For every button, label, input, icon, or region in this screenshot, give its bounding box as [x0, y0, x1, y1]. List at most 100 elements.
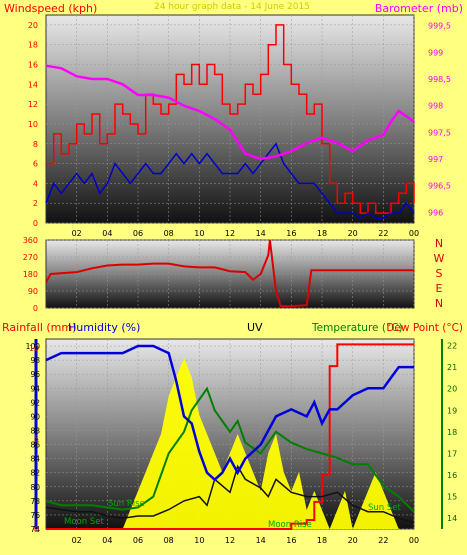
climate-x-tick-label: 14	[256, 536, 266, 545]
sun-set-annotation: Sun Set	[368, 503, 401, 513]
humidity-tick-label: 80	[30, 483, 40, 492]
climate-x-tick-label: 20	[348, 536, 358, 545]
climate-x-tick-label: 06	[133, 536, 143, 545]
temperature-tick-label: 20	[447, 385, 457, 394]
barometer-tick-label: 997	[428, 155, 443, 164]
windspeed-tick-label: 14	[28, 80, 38, 89]
humidity-line	[45, 344, 414, 482]
compass-label: N	[435, 297, 443, 310]
wind-x-tick-label: 20	[348, 229, 358, 238]
humidity-tick-label: 98	[30, 356, 40, 365]
humidity-tick-label: 74	[30, 525, 40, 534]
direction-tick-label: 180	[23, 270, 38, 279]
barometer-tick-label: 996,5	[428, 182, 451, 191]
temperature-tick-label: 14	[447, 514, 457, 523]
windspeed-tick-label: 10	[28, 120, 38, 129]
rainfall-axis-title: Rainfall (mm)	[2, 321, 76, 334]
windspeed-tick-label: 8	[33, 140, 38, 149]
humidity-tick-label: 90	[30, 412, 40, 421]
direction-tick-label: 90	[28, 287, 38, 296]
climate-x-tick-label: 04	[102, 536, 112, 545]
compass-label: W	[434, 252, 445, 265]
rainfall-tick-label: 5	[34, 435, 39, 444]
barometer-tick-label: 998	[428, 102, 443, 111]
wind-gust-line	[46, 24, 415, 214]
humidity-tick-label: 100	[26, 342, 41, 351]
barometer-axis-title: Barometer (mb)	[375, 2, 463, 15]
barometer-tick-label: 998,5	[428, 75, 451, 84]
wind-axes: 02468101214161820996996,5997997,5998998,…	[28, 21, 451, 238]
wind-x-tick-label: 10	[194, 229, 204, 238]
windspeed-tick-label: 12	[28, 100, 38, 109]
climate-x-tick-label: 22	[378, 536, 388, 545]
dewpoint-line	[45, 464, 415, 524]
temperature-tick-label: 18	[447, 428, 457, 437]
barometer-tick-label: 999	[428, 48, 443, 57]
wind-series	[45, 24, 415, 219]
barometer-line	[45, 64, 415, 161]
barometer-tick-label: 996	[428, 208, 443, 217]
wind-x-tick-label: 12	[225, 229, 235, 238]
climate-axes: 7476788082848688909294969810005101415161…	[26, 339, 457, 545]
humidity-tick-label: 76	[30, 511, 40, 520]
dewpoint-axis-title: Dew Point (°C)	[386, 322, 463, 334]
compass-label: S	[436, 267, 443, 280]
compass-label: N	[435, 237, 443, 250]
climate-series	[45, 343, 415, 530]
wind-x-tick-label: 04	[102, 229, 112, 238]
humidity-axis-title: Humidity (%)	[68, 321, 140, 334]
windspeed-tick-label: 0	[33, 219, 38, 228]
temperature-tick-label: 22	[447, 341, 457, 350]
barometer-tick-label: 999,5	[428, 22, 451, 31]
climate-x-tick-label: 10	[194, 536, 204, 545]
climate-x-tick-label: 02	[72, 536, 82, 545]
temperature-tick-label: 15	[447, 493, 457, 502]
temperature-tick-label: 16	[447, 471, 457, 480]
moon-rise-annotation: Moon Rise	[268, 520, 312, 530]
uv-axis-title: UV	[247, 321, 263, 334]
compass-label: E	[436, 282, 443, 295]
windspeed-tick-label: 18	[28, 41, 38, 50]
humidity-tick-label: 92	[30, 398, 40, 407]
wind-x-tick-label: 16	[286, 229, 296, 238]
humidity-tick-label: 82	[30, 469, 40, 478]
chart-title: 24 hour graph data - 14 June 2015	[154, 2, 310, 12]
rainfall-tick-label: 10	[29, 344, 39, 353]
humidity-tick-label: 78	[30, 497, 40, 506]
temperature-line	[45, 386, 415, 513]
humidity-tick-label: 88	[30, 426, 40, 435]
windspeed-tick-label: 6	[33, 160, 38, 169]
direction-series	[45, 239, 414, 308]
temperature-tick-label: 19	[447, 406, 457, 415]
wind-x-tick-label: 08	[164, 229, 174, 238]
moon-set-annotation: Moon Set	[64, 517, 104, 527]
windspeed-tick-label: 20	[28, 21, 38, 30]
temperature-tick-label: 21	[447, 363, 457, 372]
wind-x-tick-label: 06	[133, 229, 143, 238]
rainfall-line	[46, 343, 414, 530]
wind-average-line	[45, 142, 415, 219]
sun-rise-annotation: Sun Rise	[108, 499, 145, 509]
barometer-tick-label: 997,5	[428, 128, 451, 137]
climate-x-tick-label: 18	[317, 536, 327, 545]
humidity-tick-label: 94	[30, 384, 40, 393]
rainfall-tick-label: 0	[34, 525, 39, 534]
windspeed-axis-title: Windspeed (kph)	[4, 2, 97, 15]
direction-tick-label: 360	[23, 236, 38, 245]
climate-x-tick-label: 16	[286, 536, 296, 545]
climate-x-tick-label: 00	[409, 536, 419, 545]
direction-grid	[46, 239, 415, 309]
wind-direction-line	[45, 239, 414, 308]
windspeed-tick-label: 4	[33, 179, 38, 188]
wind-x-tick-label: 18	[317, 229, 327, 238]
windspeed-tick-label: 2	[33, 199, 38, 208]
climate-x-tick-label: 08	[164, 536, 174, 545]
climate-x-tick-label: 12	[225, 536, 235, 545]
humidity-tick-label: 86	[30, 441, 40, 450]
windspeed-tick-label: 16	[28, 61, 38, 70]
humidity-tick-label: 84	[30, 455, 40, 464]
wind-x-tick-label: 02	[72, 229, 82, 238]
direction-tick-label: 0	[33, 304, 38, 313]
